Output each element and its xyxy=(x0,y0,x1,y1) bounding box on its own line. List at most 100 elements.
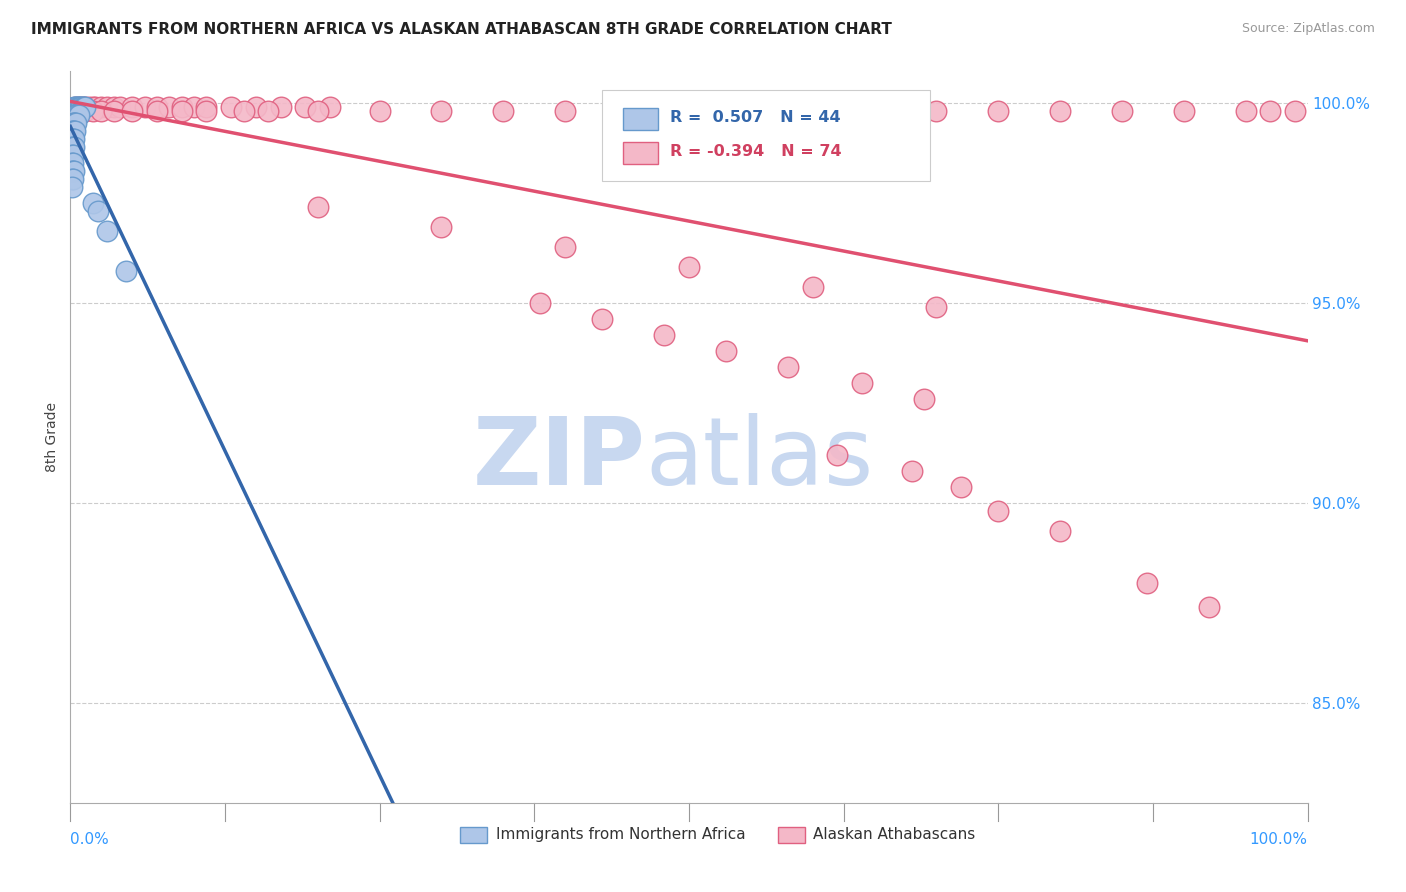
Point xyxy=(430,104,453,119)
Point xyxy=(70,100,93,114)
Point xyxy=(63,132,86,146)
Point xyxy=(62,124,84,138)
Point xyxy=(86,204,108,219)
Point xyxy=(157,100,180,114)
Point xyxy=(319,100,342,114)
FancyBboxPatch shape xyxy=(460,827,488,843)
Point xyxy=(73,100,96,114)
Point xyxy=(75,104,97,119)
Point xyxy=(60,164,83,178)
Point xyxy=(219,100,242,114)
Point xyxy=(183,100,205,114)
FancyBboxPatch shape xyxy=(623,143,658,164)
Point xyxy=(75,100,97,114)
Point xyxy=(103,104,125,119)
Point xyxy=(62,116,84,130)
Point xyxy=(82,196,104,211)
Text: IMMIGRANTS FROM NORTHERN AFRICA VS ALASKAN ATHABASCAN 8TH GRADE CORRELATION CHAR: IMMIGRANTS FROM NORTHERN AFRICA VS ALASK… xyxy=(31,22,891,37)
Point xyxy=(1234,104,1257,119)
Point xyxy=(69,100,91,114)
Point xyxy=(1198,599,1220,614)
Point xyxy=(195,104,218,119)
Point xyxy=(195,100,218,114)
Point xyxy=(63,124,86,138)
Point xyxy=(134,100,156,114)
Point xyxy=(987,504,1010,518)
Point xyxy=(63,140,86,154)
Y-axis label: 8th Grade: 8th Grade xyxy=(45,402,59,472)
Point xyxy=(72,100,94,114)
Point xyxy=(1111,104,1133,119)
Point xyxy=(307,200,329,214)
Point xyxy=(529,296,551,310)
Point xyxy=(62,108,84,122)
Point xyxy=(65,116,87,130)
Point xyxy=(827,448,849,462)
Point xyxy=(851,376,873,391)
Point xyxy=(66,100,89,114)
Point xyxy=(776,360,799,375)
Point xyxy=(678,260,700,275)
Point xyxy=(66,100,89,114)
Point xyxy=(72,100,94,114)
Point xyxy=(65,124,87,138)
Point xyxy=(121,100,143,114)
Point xyxy=(257,104,280,119)
Point xyxy=(77,100,100,114)
Point xyxy=(67,108,90,122)
Point xyxy=(82,100,104,114)
Text: R = -0.394   N = 74: R = -0.394 N = 74 xyxy=(671,145,842,160)
Point xyxy=(65,100,87,114)
Point xyxy=(1284,104,1306,119)
Point xyxy=(65,116,87,130)
Point xyxy=(678,104,700,119)
Point xyxy=(108,100,131,114)
Point xyxy=(170,100,193,114)
Point xyxy=(912,392,935,406)
Text: Source: ZipAtlas.com: Source: ZipAtlas.com xyxy=(1241,22,1375,36)
Point xyxy=(430,220,453,235)
Point xyxy=(232,104,254,119)
FancyBboxPatch shape xyxy=(623,108,658,130)
Point xyxy=(62,140,84,154)
FancyBboxPatch shape xyxy=(602,90,931,181)
Point xyxy=(60,132,83,146)
Point xyxy=(554,104,576,119)
Point xyxy=(492,104,515,119)
Point xyxy=(925,104,948,119)
Point xyxy=(66,108,89,122)
Point xyxy=(63,164,86,178)
Text: 100.0%: 100.0% xyxy=(1250,832,1308,847)
Point xyxy=(801,280,824,294)
Point xyxy=(63,100,86,114)
Point xyxy=(62,132,84,146)
Point xyxy=(75,100,97,114)
Point xyxy=(368,104,391,119)
Point xyxy=(591,312,613,326)
Point xyxy=(65,104,87,119)
Point xyxy=(1260,104,1282,119)
Point xyxy=(62,164,84,178)
Point xyxy=(62,156,84,170)
Text: atlas: atlas xyxy=(645,413,875,505)
Point xyxy=(65,108,87,122)
Point xyxy=(1136,576,1159,591)
Point xyxy=(1049,104,1071,119)
Point xyxy=(801,104,824,119)
Point xyxy=(103,100,125,114)
Point xyxy=(652,328,675,343)
Point xyxy=(60,148,83,162)
Point xyxy=(554,240,576,254)
Point xyxy=(245,100,267,114)
Point xyxy=(82,104,104,119)
Point xyxy=(987,104,1010,119)
Point xyxy=(63,108,86,122)
Point xyxy=(1173,104,1195,119)
Point xyxy=(307,104,329,119)
Point xyxy=(69,104,91,119)
Point xyxy=(63,116,86,130)
Text: R =  0.507   N = 44: R = 0.507 N = 44 xyxy=(671,110,841,125)
Point xyxy=(115,264,138,278)
Point xyxy=(90,104,112,119)
Point xyxy=(616,104,638,119)
